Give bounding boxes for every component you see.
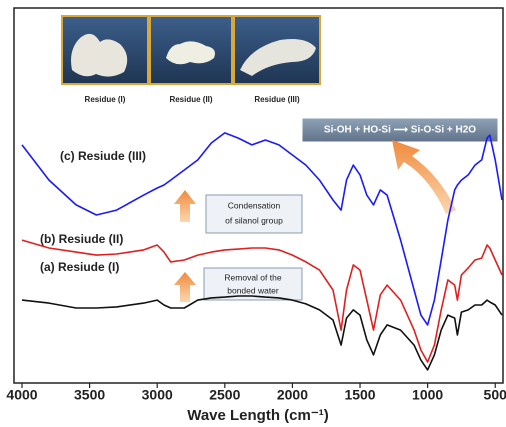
x-tick-label: 2500 xyxy=(209,387,240,403)
annotation: Condensation xyxy=(228,200,281,210)
arrow xyxy=(174,272,196,302)
photo-caption: Residue (II) xyxy=(169,95,212,104)
x-tick-label: 1000 xyxy=(412,387,443,403)
photos: Residue (I) Residue (II) Residue (III) xyxy=(62,16,320,104)
annotation: of silanol group xyxy=(225,215,283,225)
series-label: (a) Resiude (I) xyxy=(40,260,119,274)
x-tick-label: 2000 xyxy=(277,387,308,403)
annotation: Removal of the xyxy=(224,272,281,282)
series-label: (c) Resiude (III) xyxy=(60,149,146,163)
photo-caption: Residue (I) xyxy=(85,95,126,104)
x-tick-label: 3500 xyxy=(74,387,105,403)
annotation: bonded water xyxy=(227,285,279,295)
x-tick-label: 500 xyxy=(484,387,506,403)
x-tick-label: 3000 xyxy=(142,387,173,403)
spectrum-line xyxy=(22,296,502,370)
x-axis-label: Wave Length (cm⁻¹) xyxy=(187,407,329,424)
spectrum-line xyxy=(22,240,502,362)
x-tick-label: 4000 xyxy=(6,387,37,403)
series-label: (b) Resiude (II) xyxy=(40,232,123,246)
x-tick-label: 1500 xyxy=(344,387,375,403)
curved-arrow xyxy=(392,140,456,214)
chart: Residue (I) Residue (II) Residue (III) C… xyxy=(0,0,506,427)
arrow xyxy=(174,190,196,222)
photo-caption: Residue (III) xyxy=(254,95,300,104)
equation: Si-OH + HO-Si ⟶ Si-O-Si + H2O xyxy=(324,125,476,136)
